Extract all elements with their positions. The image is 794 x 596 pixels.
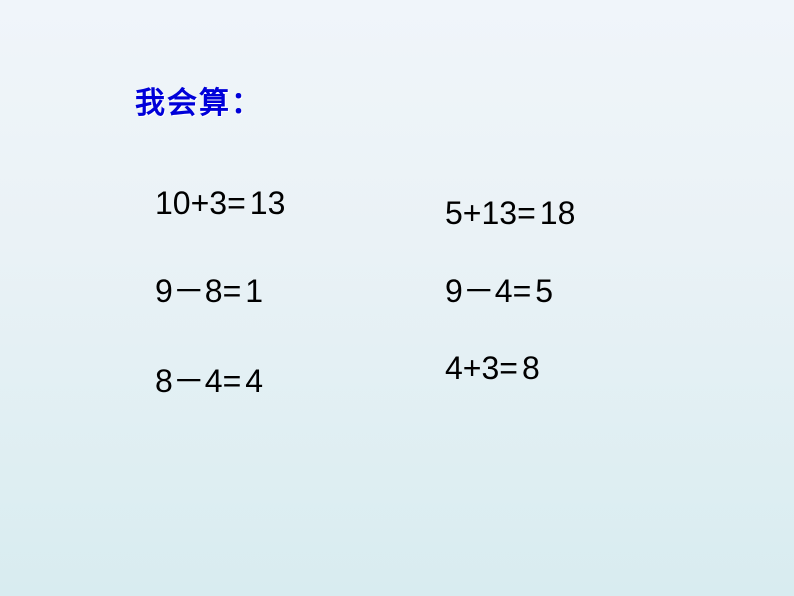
- equation: 5+13=18: [445, 195, 575, 231]
- equation: 10+3=13: [155, 185, 285, 221]
- problem-row: 10+3=13 5+13=18: [155, 185, 715, 222]
- problem-cell: 9－8=1: [155, 266, 445, 312]
- answer: 5: [535, 273, 553, 309]
- answer: 1: [245, 273, 263, 309]
- expression: 5+13=: [445, 195, 536, 231]
- expression: 10+3=: [155, 185, 246, 221]
- problem-cell: 5+13=18: [445, 195, 715, 232]
- problem-cell: 10+3=13: [155, 185, 445, 222]
- answer: 4: [245, 363, 263, 399]
- answer: 8: [522, 350, 540, 386]
- expression: 4+3=: [445, 350, 518, 386]
- page-title: 我会算：: [135, 78, 263, 122]
- answer: 13: [250, 185, 286, 221]
- problem-cell: 9－4=5: [445, 266, 715, 312]
- problem-row: 9－8=1 9－4=5: [155, 266, 715, 312]
- equation: 8－4=4: [155, 363, 263, 399]
- expression: 8－4=: [155, 363, 241, 399]
- problem-cell: 8－4=4: [155, 356, 445, 402]
- equation: 9－8=1: [155, 273, 263, 309]
- answer: 18: [540, 195, 576, 231]
- problem-row: 8－4=4 4+3=8: [155, 356, 715, 402]
- problems-grid: 10+3=13 5+13=18 9－8=1 9－4=5 8－4=4: [155, 185, 715, 446]
- expression: 9－8=: [155, 273, 241, 309]
- equation: 4+3=8: [445, 350, 540, 386]
- expression: 9－4=: [445, 273, 531, 309]
- equation: 9－4=5: [445, 273, 553, 309]
- problem-cell: 4+3=8: [445, 350, 715, 396]
